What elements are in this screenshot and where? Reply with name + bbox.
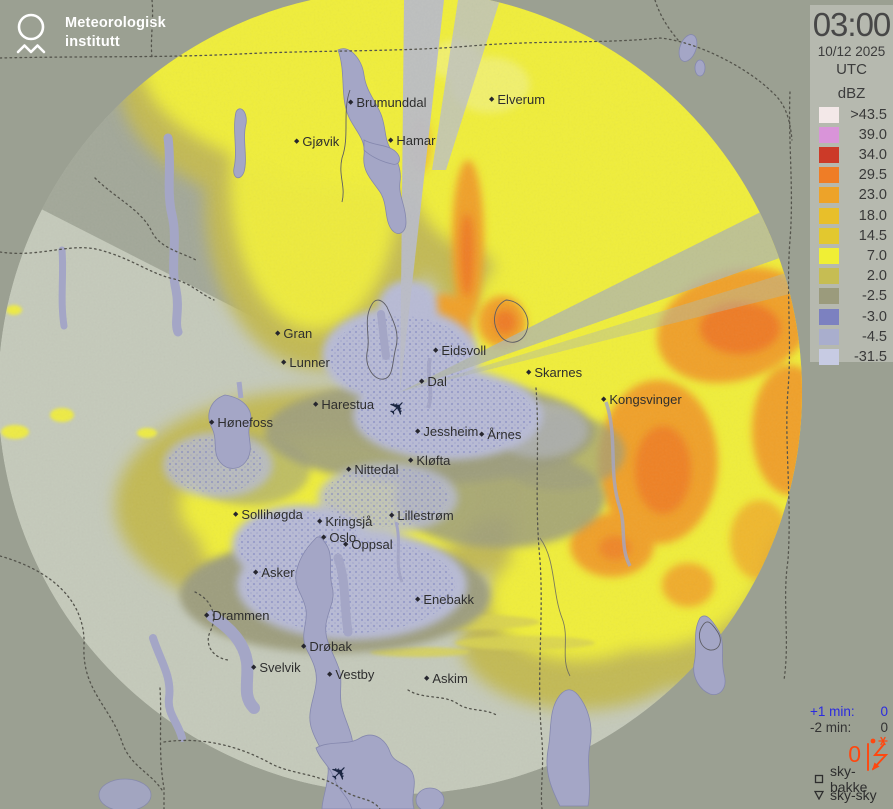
legend-value: >43.5 — [850, 106, 887, 123]
legend-row: -4.5 — [810, 327, 893, 347]
legend-swatch — [819, 187, 839, 204]
lake-hurdalssjoen — [377, 310, 390, 360]
legend-row: 2.0 — [810, 266, 893, 286]
clock-date: 10/12 2025 — [817, 43, 886, 59]
sky-legend-row: sky-sky — [804, 787, 890, 803]
status-minus-label: -2 min: — [810, 720, 852, 735]
legend-row: 18.0 — [810, 206, 893, 226]
lightning-count: 0 — [848, 740, 861, 767]
legend-row: 23.0 — [810, 185, 893, 205]
clock-timezone: UTC — [836, 60, 867, 78]
lake-tyrifjorden — [208, 394, 252, 469]
sky-legend-label: sky-sky — [830, 787, 877, 803]
legend-value: -3.0 — [862, 308, 887, 325]
boundary-solid-layer — [340, 89, 721, 677]
legend-rows: >43.5 39.0 34.0 29.5 23.0 18.0 14.5 7.0 2.0 -2.5 -… — [810, 105, 893, 367]
legend-swatch — [819, 248, 839, 265]
logo-text-line1: Meteorologisk — [65, 15, 166, 32]
boundary-dotted-layer — [0, 0, 793, 809]
legend-swatch — [819, 106, 839, 123]
triangle-down-icon — [814, 790, 824, 800]
status-plus-value: 0 — [880, 704, 888, 719]
status-plus-label: +1 min: — [810, 704, 855, 719]
legend-value: 14.5 — [858, 227, 887, 244]
oslofjord — [295, 536, 354, 809]
legend-swatch — [819, 288, 839, 305]
legend-title: dBZ — [837, 84, 866, 102]
legend-row: 39.0 — [810, 125, 893, 145]
legend-value: -31.5 — [853, 348, 887, 365]
legend-row: -31.5 — [810, 347, 893, 367]
legend-row: -3.0 — [810, 307, 893, 327]
legend-swatch — [819, 348, 839, 365]
water-layer — [58, 34, 726, 809]
clock-time: 03:00 — [812, 6, 892, 43]
legend-swatch — [819, 126, 839, 143]
status-block: +1 min: 0 -2 min: 0 0 sky-bakke sky-sky — [804, 704, 890, 803]
legend-swatch — [819, 268, 839, 285]
legend-value: -4.5 — [862, 328, 887, 345]
met-institute-logo: Meteorologisk institutt — [10, 8, 166, 58]
legend-row: 34.0 — [810, 145, 893, 165]
legend-value: 18.0 — [858, 207, 887, 224]
legend-value: 23.0 — [858, 187, 887, 204]
legend-swatch — [819, 167, 839, 184]
legend-row: -2.5 — [810, 286, 893, 306]
status-minus-value: 0 — [880, 720, 888, 735]
square-icon — [814, 774, 824, 784]
legend-row: 7.0 — [810, 246, 893, 266]
legend-row: >43.5 — [810, 105, 893, 125]
sky-legend-label: sky-bakke — [830, 763, 868, 795]
legend-swatch — [819, 308, 839, 325]
legend-value: 39.0 — [858, 126, 887, 143]
status-plus-row: +1 min: 0 — [804, 704, 890, 720]
legend-swatch — [819, 207, 839, 224]
status-minus-row: -2 min: 0 — [804, 720, 890, 736]
legend-value: 29.5 — [858, 167, 887, 184]
legend-panel: 03:00 10/12 2025 UTC dBZ >43.5 39.0 34.0 29… — [810, 5, 893, 365]
legend-value: 2.0 — [866, 268, 887, 285]
met-logo-icon — [16, 13, 46, 54]
legend-value: 7.0 — [866, 248, 887, 265]
legend-swatch — [819, 328, 839, 345]
legend-row: 29.5 — [810, 165, 893, 185]
legend-row: 14.5 — [810, 226, 893, 246]
lake-randsfjorden — [163, 133, 183, 337]
legend-value: -2.5 — [862, 288, 887, 305]
legend-swatch — [819, 147, 839, 164]
lightning-icon — [867, 736, 889, 771]
legend-swatch — [819, 227, 839, 244]
drammensfjord — [206, 610, 260, 714]
sky-legend: sky-bakke sky-sky — [804, 763, 890, 803]
lightning-status: 0 — [804, 736, 890, 771]
sky-legend-row: sky-bakke — [804, 763, 890, 795]
legend-value: 34.0 — [858, 147, 887, 164]
lake-mjosa — [337, 48, 407, 234]
logo-text-line2: institutt — [65, 34, 120, 50]
